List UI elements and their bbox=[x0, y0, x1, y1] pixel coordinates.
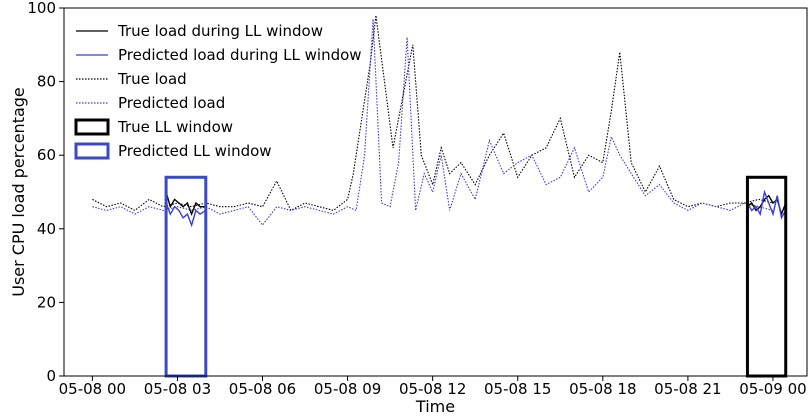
y-tick-label: 80 bbox=[37, 73, 56, 91]
x-tick-label: 05-08 15 bbox=[484, 380, 551, 398]
legend-swatch-true-win bbox=[74, 118, 110, 136]
y-tick-label: 20 bbox=[37, 293, 56, 311]
legend: True load during LL window Predicted load… bbox=[74, 22, 362, 160]
x-tick-label: 05-09 00 bbox=[739, 380, 806, 398]
x-tick-label: 05-08 18 bbox=[569, 380, 636, 398]
x-tick-label: 05-08 03 bbox=[144, 380, 211, 398]
x-tick-label: 05-08 12 bbox=[399, 380, 466, 398]
legend-label-true-ll: True load during LL window bbox=[117, 22, 323, 40]
true-ll-line-1 bbox=[165, 191, 206, 217]
x-tick-label: 05-08 09 bbox=[314, 380, 381, 398]
predicted-ll-line-2 bbox=[746, 189, 787, 220]
x-tick-label: 05-08 21 bbox=[654, 380, 721, 398]
plot-frame bbox=[63, 7, 808, 377]
y-tick-label: 0 bbox=[46, 367, 56, 385]
legend-label-true: True load bbox=[117, 70, 187, 88]
legend-swatch-pred-win bbox=[74, 142, 110, 160]
x-tick-label: 05-08 06 bbox=[229, 380, 296, 398]
legend-label-true-win: True LL window bbox=[117, 118, 233, 136]
y-axis-label: User CPU load percentage bbox=[9, 87, 28, 297]
y-tick-label: 60 bbox=[37, 146, 56, 164]
legend-label-pred-ll: Predicted load during LL window bbox=[118, 46, 362, 64]
predicted-ll-line-1 bbox=[165, 202, 207, 228]
predicted-load-line bbox=[92, 18, 774, 227]
legend-label-pred-win: Predicted LL window bbox=[118, 142, 272, 160]
y-tick-label: 100 bbox=[27, 0, 56, 17]
legend-label-pred: Predicted load bbox=[118, 94, 225, 112]
true-load-line bbox=[92, 15, 774, 212]
y-tick-label: 40 bbox=[37, 220, 56, 238]
x-tick-label: 05-08 00 bbox=[59, 380, 126, 398]
x-axis-label: Time bbox=[415, 397, 455, 416]
